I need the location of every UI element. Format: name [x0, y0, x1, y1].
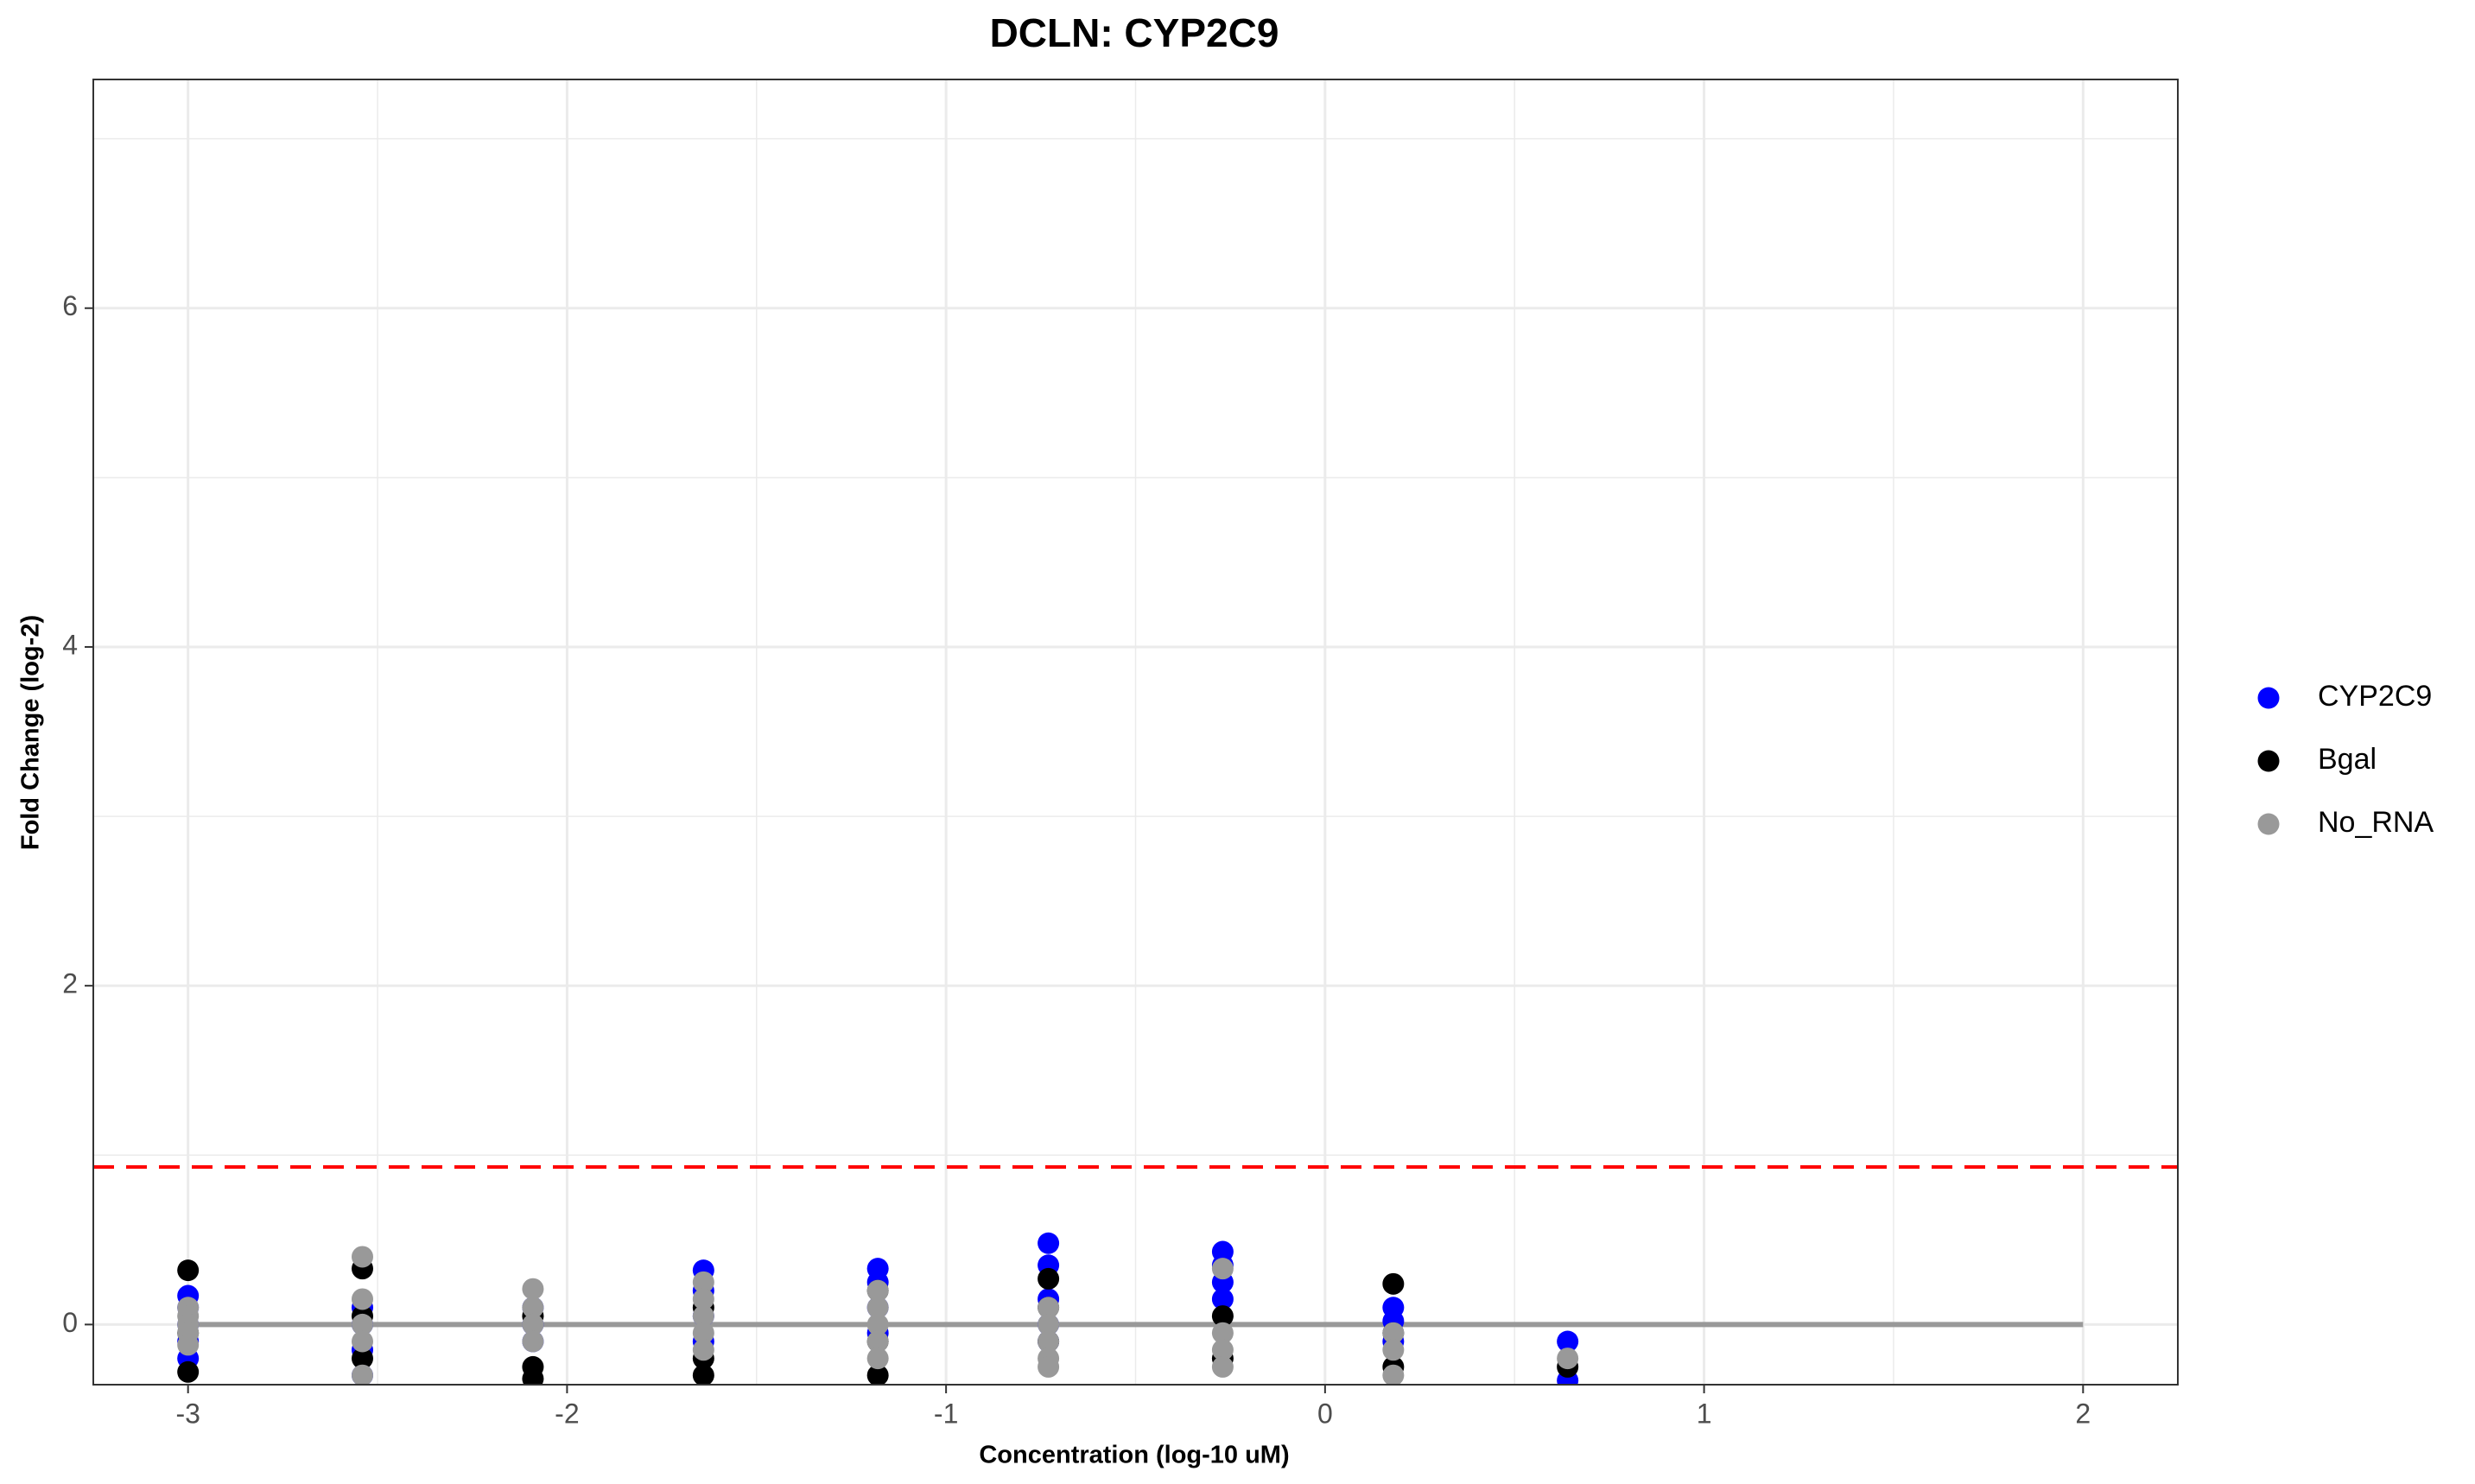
- point: [1211, 1288, 1234, 1310]
- x-tick-label: 1: [1697, 1398, 1712, 1429]
- grid: [93, 79, 2178, 1385]
- point: [1211, 1305, 1234, 1328]
- point: [1038, 1330, 1060, 1353]
- y-tick-label: 4: [62, 629, 78, 660]
- legend-label: Bgal: [2318, 743, 2377, 776]
- x-tick-label: -2: [555, 1398, 579, 1429]
- point: [1038, 1267, 1060, 1290]
- point: [351, 1313, 373, 1335]
- point: [866, 1330, 889, 1353]
- point: [1382, 1339, 1405, 1361]
- x-tick-label: -1: [934, 1398, 958, 1429]
- point: [351, 1348, 373, 1370]
- point: [1382, 1272, 1405, 1295]
- point: [1211, 1258, 1234, 1280]
- point: [522, 1367, 544, 1385]
- point: [866, 1297, 889, 1319]
- point: [1038, 1232, 1060, 1254]
- point: [866, 1313, 889, 1335]
- point: [177, 1360, 200, 1383]
- x-axis-title: Concentration (log-10 uM): [979, 1442, 1289, 1469]
- point: [1382, 1364, 1405, 1385]
- point: [692, 1305, 714, 1328]
- point: [1211, 1322, 1234, 1344]
- point: [522, 1278, 544, 1300]
- legend-swatch: [2257, 813, 2280, 835]
- point: [352, 1364, 373, 1385]
- panel-border: [92, 79, 2179, 1386]
- point: [692, 1322, 714, 1344]
- point: [351, 1288, 373, 1310]
- y-axis-title: Fold Change (log-2): [17, 615, 45, 850]
- point: [1038, 1297, 1060, 1319]
- chart-title: DCLN: CYP2C9: [990, 10, 1279, 55]
- legend: CYP2C9 Bgal No_RNA: [2257, 680, 2434, 839]
- point: [1038, 1355, 1060, 1378]
- point: [1557, 1330, 1579, 1353]
- legend-label: No_RNA: [2318, 806, 2434, 839]
- point: [1211, 1355, 1234, 1378]
- point: [1382, 1322, 1405, 1344]
- point: [866, 1348, 889, 1370]
- point: [1557, 1348, 1579, 1370]
- point: [522, 1297, 544, 1319]
- point: [351, 1330, 373, 1353]
- x-tick-label: -3: [175, 1398, 200, 1429]
- point: [522, 1330, 544, 1353]
- point: [692, 1271, 714, 1293]
- legend-swatch: [2257, 687, 2280, 709]
- x-tick-label: 0: [1317, 1398, 1333, 1429]
- point: [177, 1334, 200, 1356]
- point: [522, 1313, 544, 1335]
- plot-area: [93, 1165, 2178, 1385]
- y-tick-label: 6: [62, 290, 78, 321]
- point: [177, 1259, 200, 1282]
- y-tick-label: 0: [62, 1307, 78, 1338]
- y-tick-label: 2: [62, 968, 78, 999]
- point: [692, 1339, 714, 1361]
- point: [692, 1364, 714, 1385]
- axes: -3 -2 -1 0 1 2 0 2 4 6: [62, 290, 2091, 1429]
- point: [866, 1279, 889, 1302]
- point: [866, 1364, 889, 1385]
- legend-swatch: [2257, 750, 2280, 772]
- point: [1038, 1313, 1060, 1335]
- point: [351, 1246, 373, 1268]
- point: [692, 1288, 714, 1310]
- legend-label: CYP2C9: [2318, 680, 2432, 713]
- x-tick-label: 2: [2075, 1398, 2091, 1429]
- point: [1211, 1339, 1234, 1361]
